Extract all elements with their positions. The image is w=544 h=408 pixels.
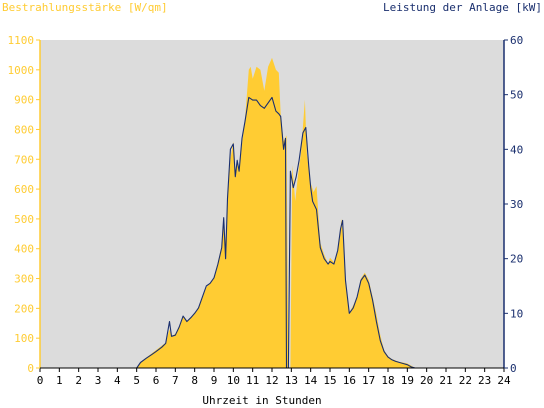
x-tick-label: 10 xyxy=(227,374,240,387)
x-tick-label: 24 xyxy=(497,374,511,387)
y-right-tick-label: 0 xyxy=(510,362,517,375)
x-tick-label: 4 xyxy=(114,374,121,387)
x-tick-label: 7 xyxy=(172,374,179,387)
x-tick-label: 21 xyxy=(439,374,452,387)
y-left-tick-label: 300 xyxy=(14,273,34,286)
x-tick-label: 17 xyxy=(362,374,375,387)
x-tick-label: 5 xyxy=(133,374,140,387)
y-left-tick-label: 1100 xyxy=(8,34,35,47)
x-tick-label: 18 xyxy=(381,374,394,387)
y-left-tick-label: 500 xyxy=(14,213,34,226)
x-tick-label: 15 xyxy=(323,374,336,387)
y-left-tick-label: 800 xyxy=(14,123,34,136)
power-line xyxy=(40,96,504,369)
x-tick-label: 2 xyxy=(75,374,82,387)
x-tick-label: 9 xyxy=(211,374,218,387)
x-tick-label: 13 xyxy=(285,374,298,387)
y-left-tick-label: 0 xyxy=(27,362,34,375)
x-tick-label: 14 xyxy=(304,374,318,387)
ticks-layer: 0 1 2 3 4 5 6 7 8 9 10 11 12 13 14 15 16 17 18 19 20 21 22 23 24… xyxy=(8,34,524,387)
y-right-tick-label: 10 xyxy=(510,307,523,320)
right-axis-title: Leistung der Anlage [kW] xyxy=(383,1,542,14)
y-right-tick-label: 60 xyxy=(510,34,523,47)
y-right-tick-label: 20 xyxy=(510,253,523,266)
x-axis-title: Uhrzeit in Stunden xyxy=(202,394,321,407)
x-tick-label: 3 xyxy=(95,374,102,387)
y-right-tick-label: 40 xyxy=(510,143,523,156)
y-left-tick-label: 400 xyxy=(14,243,34,256)
y-right-tick-label: 30 xyxy=(510,198,523,211)
x-tick-label: 0 xyxy=(37,374,44,387)
x-tick-label: 8 xyxy=(191,374,198,387)
series-layer xyxy=(40,57,504,369)
y-left-tick-label: 900 xyxy=(14,94,34,107)
x-tick-label: 20 xyxy=(420,374,433,387)
y-right-tick-label: 50 xyxy=(510,89,523,102)
y-left-tick-label: 200 xyxy=(14,302,34,315)
y-left-tick-label: 700 xyxy=(14,153,34,166)
y-left-tick-label: 1000 xyxy=(8,64,35,77)
y-left-tick-label: 100 xyxy=(14,332,34,345)
x-tick-label: 23 xyxy=(478,374,491,387)
y-left-tick-label: 600 xyxy=(14,183,34,196)
x-tick-label: 1 xyxy=(56,374,63,387)
x-tick-label: 19 xyxy=(401,374,414,387)
x-tick-label: 16 xyxy=(343,374,356,387)
x-tick-label: 22 xyxy=(459,374,472,387)
x-tick-label: 11 xyxy=(246,374,259,387)
left-axis-title: Bestrahlungsstärke [W/qm] xyxy=(2,1,168,14)
x-tick-label: 6 xyxy=(153,374,160,387)
irradiance-area xyxy=(40,57,504,369)
x-tick-label: 12 xyxy=(265,374,278,387)
